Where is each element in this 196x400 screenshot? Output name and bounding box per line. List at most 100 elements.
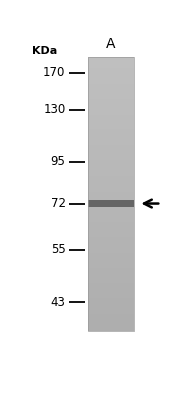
Text: A: A <box>106 37 116 51</box>
Bar <box>88 167 134 168</box>
Bar <box>88 112 134 113</box>
Bar <box>88 121 134 122</box>
Bar <box>88 305 134 306</box>
Text: 170: 170 <box>43 66 65 79</box>
Bar <box>88 228 134 229</box>
Bar <box>88 88 134 89</box>
Bar <box>88 325 134 326</box>
Bar <box>88 69 134 70</box>
Bar <box>88 270 134 271</box>
Bar <box>88 168 134 169</box>
Bar <box>88 96 134 98</box>
Bar <box>88 134 134 135</box>
Bar <box>88 328 134 329</box>
Bar <box>88 316 134 317</box>
Bar <box>88 307 134 308</box>
Bar <box>88 190 134 191</box>
Bar <box>88 195 134 196</box>
Bar <box>88 204 134 205</box>
Bar <box>88 290 134 291</box>
Bar <box>88 326 134 327</box>
Bar <box>88 313 134 314</box>
Bar <box>88 151 134 152</box>
Bar <box>88 241 134 242</box>
Bar <box>88 94 134 95</box>
Bar <box>88 156 134 157</box>
Bar <box>88 103 134 104</box>
Text: 43: 43 <box>51 296 65 309</box>
Bar <box>88 227 134 228</box>
Bar <box>88 206 134 207</box>
Bar <box>88 324 134 325</box>
Bar <box>88 193 134 194</box>
Bar <box>88 253 134 254</box>
Bar <box>88 150 134 151</box>
Bar <box>88 327 134 328</box>
Bar <box>88 288 134 289</box>
Bar <box>88 123 134 124</box>
Bar <box>88 60 134 61</box>
Bar <box>88 83 134 84</box>
Bar <box>88 220 134 221</box>
Bar <box>88 117 134 118</box>
Bar <box>88 173 134 174</box>
Bar <box>88 76 134 77</box>
Bar <box>88 192 134 193</box>
Bar <box>88 210 134 211</box>
Bar <box>88 208 134 209</box>
Bar <box>88 64 134 66</box>
Bar <box>88 250 134 251</box>
Bar <box>88 297 134 298</box>
Bar <box>88 212 134 214</box>
Bar <box>88 211 134 212</box>
Bar <box>88 289 134 290</box>
Bar <box>88 90 134 91</box>
Bar <box>88 197 134 198</box>
Bar <box>88 82 134 83</box>
Bar <box>88 312 134 313</box>
Bar <box>88 262 134 263</box>
Bar <box>88 281 134 282</box>
Bar <box>88 285 134 286</box>
Bar <box>88 59 134 60</box>
Bar <box>88 152 134 153</box>
Bar <box>88 246 134 247</box>
Bar <box>88 295 134 296</box>
Bar <box>88 232 134 233</box>
Bar <box>88 191 134 192</box>
Bar <box>88 159 134 160</box>
Bar <box>88 318 134 320</box>
Bar <box>88 75 134 76</box>
Bar <box>88 68 134 69</box>
Bar <box>88 278 134 279</box>
Bar <box>88 73 134 74</box>
Bar <box>88 215 134 216</box>
Bar <box>88 264 134 265</box>
Bar <box>88 266 134 267</box>
Bar <box>88 265 134 266</box>
Bar <box>88 132 134 133</box>
Bar <box>88 275 134 276</box>
Bar <box>88 180 134 182</box>
Bar <box>88 321 134 322</box>
Bar <box>88 104 134 105</box>
Bar <box>88 299 134 300</box>
Bar <box>88 147 134 148</box>
Bar <box>88 185 134 186</box>
Bar <box>88 58 134 59</box>
Bar <box>88 120 134 121</box>
Bar <box>88 258 134 259</box>
Bar <box>88 234 134 236</box>
Bar <box>88 136 134 137</box>
Bar <box>88 111 134 112</box>
Bar <box>88 93 134 94</box>
Bar <box>88 106 134 108</box>
Bar <box>88 174 134 175</box>
Bar <box>88 105 134 106</box>
Bar <box>88 272 134 273</box>
Bar <box>88 322 134 323</box>
Bar <box>88 57 134 58</box>
Bar <box>88 222 134 223</box>
Bar <box>88 62 134 63</box>
Bar <box>88 218 134 219</box>
